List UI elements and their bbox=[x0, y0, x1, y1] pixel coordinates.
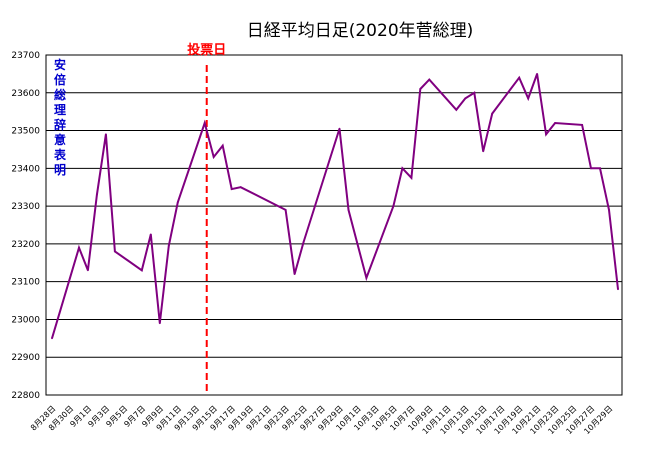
data-point bbox=[347, 209, 350, 211]
data-point bbox=[518, 76, 521, 79]
data-point bbox=[329, 156, 332, 158]
data-point bbox=[608, 209, 610, 211]
data-point bbox=[284, 209, 287, 211]
y-tick-label: 23400 bbox=[11, 164, 40, 174]
data-point bbox=[158, 322, 161, 325]
data-point bbox=[545, 133, 547, 136]
chart-title: 日経平均日足(2020年菅総理) bbox=[247, 21, 474, 41]
vote-day-label: 投票日 bbox=[187, 42, 226, 58]
data-points bbox=[51, 73, 619, 340]
y-tick-label: 23700 bbox=[11, 51, 40, 61]
data-point bbox=[338, 127, 341, 130]
data-point bbox=[455, 108, 458, 111]
y-tick-label: 23200 bbox=[11, 240, 40, 250]
data-point bbox=[536, 73, 538, 75]
data-point bbox=[51, 337, 53, 340]
data-point bbox=[230, 188, 233, 191]
y-axis-ticks: 22800 22900 23000 23100 23200 23300 23400 23500… bbox=[11, 51, 40, 401]
y-tick-label: 23300 bbox=[11, 202, 40, 212]
y-tick-label: 23500 bbox=[11, 127, 40, 137]
data-point bbox=[554, 122, 556, 124]
data-point bbox=[365, 277, 368, 279]
grid-lines bbox=[46, 92, 622, 358]
data-point bbox=[293, 273, 296, 275]
data-point bbox=[491, 112, 494, 115]
data-point bbox=[599, 167, 601, 170]
data-point bbox=[590, 167, 592, 170]
data-point bbox=[105, 133, 107, 136]
data-point bbox=[212, 156, 215, 158]
y-tick-label: 22800 bbox=[11, 391, 40, 401]
data-point bbox=[96, 193, 98, 196]
data-point bbox=[176, 201, 179, 204]
abe-resignation-label: 安倍総理辞意表明 bbox=[53, 57, 67, 177]
data-point bbox=[167, 244, 170, 247]
data-point bbox=[239, 186, 242, 189]
data-point bbox=[140, 269, 143, 272]
data-point bbox=[419, 88, 422, 90]
y-tick-label: 23600 bbox=[11, 89, 40, 99]
data-point bbox=[221, 144, 224, 147]
data-point bbox=[527, 97, 530, 100]
data-point bbox=[203, 122, 206, 124]
data-point bbox=[428, 78, 431, 81]
y-tick-label: 22900 bbox=[11, 353, 40, 363]
data-point bbox=[149, 233, 152, 236]
data-point bbox=[482, 150, 485, 153]
data-point bbox=[87, 269, 89, 272]
data-point bbox=[464, 97, 467, 100]
y-tick-label: 23000 bbox=[11, 315, 40, 325]
plot-area-frame bbox=[45, 54, 623, 396]
x-axis-ticks: 8月28日8月30日9月1日9月3日9月5日9月7日9月9日9月11日9月13日… bbox=[29, 404, 614, 436]
data-point bbox=[473, 91, 476, 94]
data-point bbox=[302, 241, 305, 243]
data-point bbox=[401, 167, 404, 170]
data-point bbox=[410, 176, 413, 179]
data-point bbox=[581, 124, 583, 126]
data-point bbox=[392, 205, 395, 208]
data-point bbox=[114, 250, 116, 253]
data-point bbox=[78, 246, 80, 249]
data-point bbox=[617, 288, 619, 291]
y-tick-label: 23100 bbox=[11, 278, 40, 288]
